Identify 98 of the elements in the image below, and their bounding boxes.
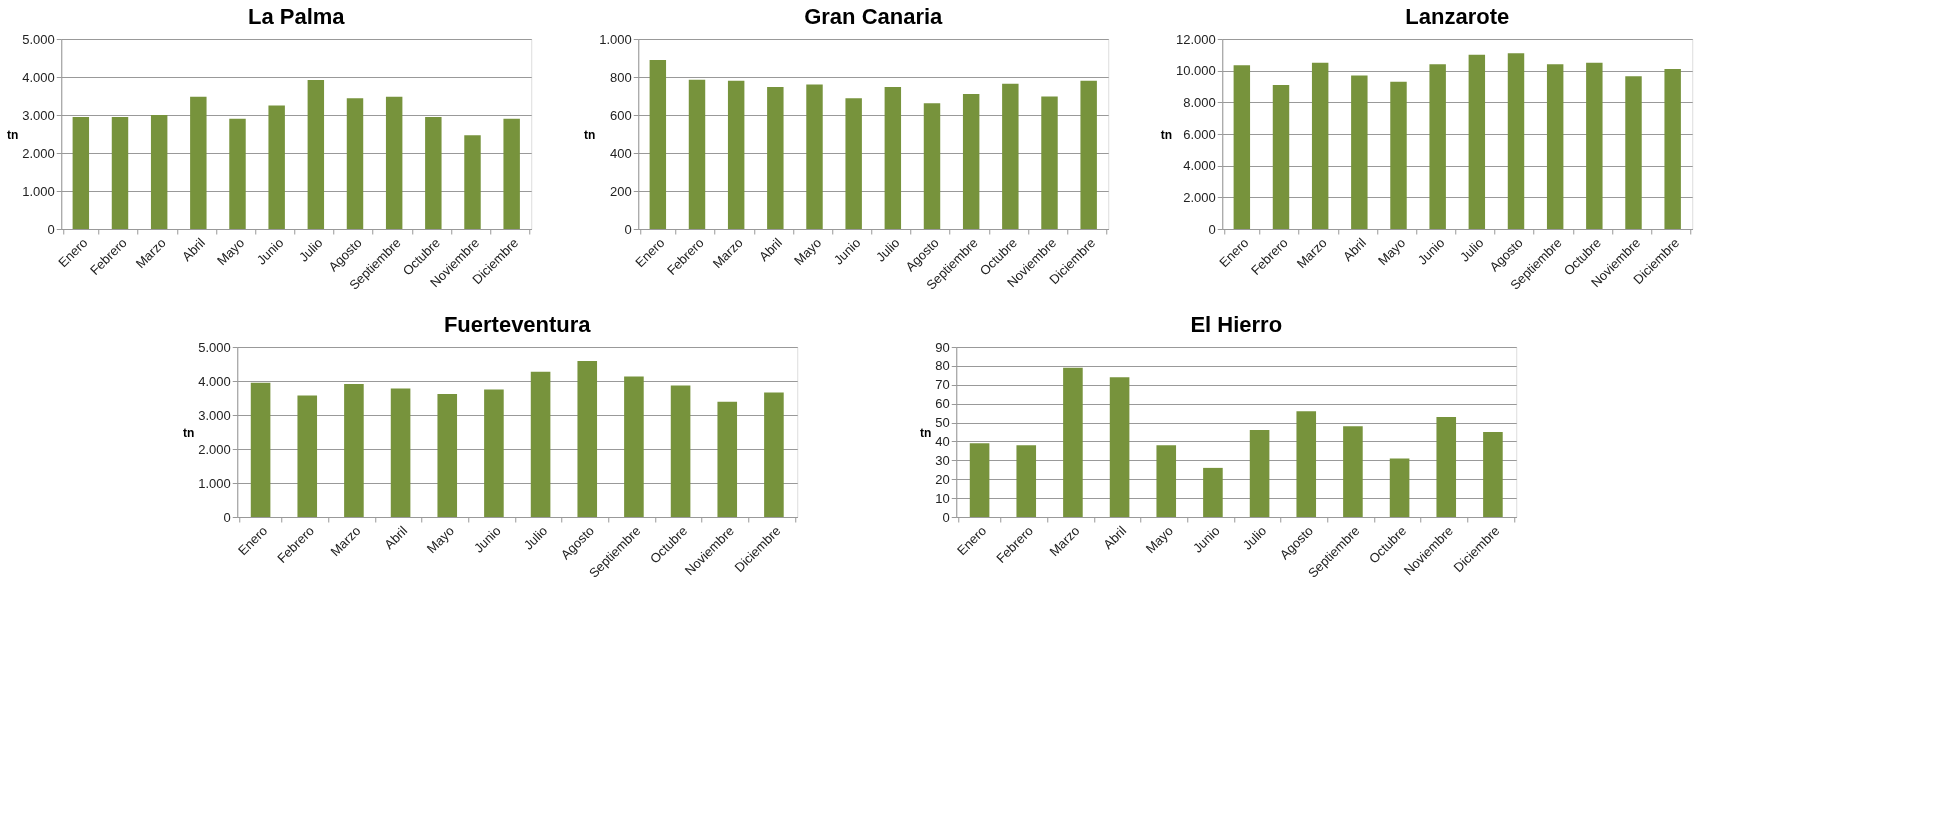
y-tick-label: 90 bbox=[935, 339, 950, 355]
bar bbox=[1625, 76, 1642, 229]
y-tick-label: 5.000 bbox=[22, 31, 55, 47]
y-tick-label: 80 bbox=[935, 358, 950, 374]
y-tick-label: 600 bbox=[610, 107, 632, 123]
y-tick-label: 12.000 bbox=[1175, 31, 1216, 47]
bar bbox=[268, 105, 285, 229]
x-tick-label: Julio bbox=[296, 235, 326, 265]
x-tick-label: Julio bbox=[1239, 523, 1270, 553]
y-axis-title: tn bbox=[583, 127, 596, 142]
bar bbox=[111, 116, 129, 229]
bar bbox=[1586, 62, 1603, 229]
y-tick-label: 6.000 bbox=[1183, 126, 1216, 142]
y-tick-label: 1.000 bbox=[198, 475, 231, 491]
y-tick-label: 50 bbox=[935, 415, 950, 431]
bar bbox=[1390, 81, 1407, 229]
y-tick-label: 400 bbox=[610, 145, 632, 161]
bar bbox=[717, 401, 738, 517]
bar bbox=[1063, 367, 1083, 517]
chart-title: Lanzarote bbox=[1405, 4, 1510, 29]
y-tick-label: 3.000 bbox=[198, 407, 231, 423]
y-tick-label: 2.000 bbox=[22, 145, 55, 161]
bar bbox=[764, 392, 784, 517]
chart-title: Gran Canaria bbox=[804, 4, 944, 29]
y-tick-label: 1.000 bbox=[599, 31, 632, 47]
bar bbox=[1272, 84, 1290, 229]
bar bbox=[1546, 64, 1564, 229]
bar bbox=[307, 80, 325, 229]
bar bbox=[190, 96, 207, 229]
y-axis-title: tn bbox=[6, 127, 19, 142]
bar bbox=[1483, 432, 1503, 517]
y-tick-label: 2.000 bbox=[198, 441, 231, 457]
bar bbox=[1436, 416, 1457, 517]
bar bbox=[385, 96, 403, 229]
bar bbox=[437, 393, 458, 517]
bar bbox=[624, 376, 644, 517]
bar bbox=[1343, 426, 1363, 517]
y-tick-label: 40 bbox=[935, 433, 950, 449]
y-tick-label: 4.000 bbox=[22, 69, 55, 85]
y-tick-label: 0 bbox=[942, 509, 950, 525]
bar bbox=[1249, 430, 1270, 517]
bar bbox=[969, 443, 990, 517]
bar bbox=[297, 395, 318, 517]
y-tick-label: 8.000 bbox=[1183, 94, 1216, 110]
y-axis-title: tn bbox=[919, 425, 932, 440]
chart-title: La Palma bbox=[247, 4, 346, 29]
y-tick-label: 60 bbox=[935, 396, 950, 412]
x-tick-label: Julio bbox=[873, 235, 903, 265]
y-tick-label: 0 bbox=[1208, 221, 1216, 237]
y-tick-label: 0 bbox=[624, 221, 632, 237]
bar bbox=[346, 98, 364, 229]
bar bbox=[503, 118, 520, 229]
y-tick-label: 10 bbox=[935, 490, 950, 506]
bar bbox=[1296, 411, 1317, 517]
y-axis-title: tn bbox=[182, 425, 195, 440]
bar bbox=[670, 385, 691, 517]
y-tick-label: 2.000 bbox=[1183, 189, 1216, 205]
y-tick-label: 10.000 bbox=[1175, 63, 1216, 79]
bar bbox=[1389, 458, 1410, 517]
bar bbox=[1664, 69, 1681, 229]
bar bbox=[1016, 445, 1037, 517]
bar bbox=[390, 388, 411, 517]
bar bbox=[150, 115, 168, 229]
bar bbox=[1507, 53, 1525, 229]
y-axis-title: tn bbox=[1160, 127, 1172, 142]
bar bbox=[250, 382, 271, 517]
x-tick-label: Julio bbox=[1457, 235, 1487, 265]
y-tick-label: 1.000 bbox=[22, 183, 55, 199]
y-tick-label: 4.000 bbox=[198, 373, 231, 389]
bar bbox=[1311, 62, 1329, 229]
bar bbox=[577, 360, 598, 517]
bar bbox=[229, 118, 246, 229]
bar bbox=[530, 371, 551, 517]
y-tick-label: 70 bbox=[935, 377, 950, 393]
bar bbox=[72, 116, 90, 229]
y-tick-label: 800 bbox=[610, 69, 632, 85]
bar bbox=[484, 389, 504, 517]
y-tick-label: 5.000 bbox=[198, 339, 231, 355]
bar bbox=[1203, 467, 1223, 517]
y-tick-label: 20 bbox=[935, 471, 950, 487]
bar bbox=[1468, 54, 1486, 229]
chart-title: El Hierro bbox=[1190, 312, 1283, 337]
y-tick-label: 0 bbox=[47, 221, 55, 237]
bar bbox=[1351, 75, 1368, 229]
bar bbox=[1156, 445, 1177, 517]
bar bbox=[1233, 65, 1251, 229]
y-tick-label: 0 bbox=[223, 509, 231, 525]
x-tick-label: Julio bbox=[520, 523, 551, 553]
y-tick-label: 30 bbox=[935, 452, 950, 468]
chart-title: Fuerteventura bbox=[443, 312, 592, 337]
y-tick-label: 200 bbox=[610, 183, 632, 199]
bar bbox=[425, 116, 442, 229]
y-tick-label: 3.000 bbox=[22, 107, 55, 123]
bar bbox=[464, 135, 481, 229]
bar bbox=[1429, 64, 1446, 229]
y-tick-label: 4.000 bbox=[1183, 158, 1216, 174]
bar bbox=[1109, 377, 1130, 517]
bar bbox=[344, 384, 364, 517]
